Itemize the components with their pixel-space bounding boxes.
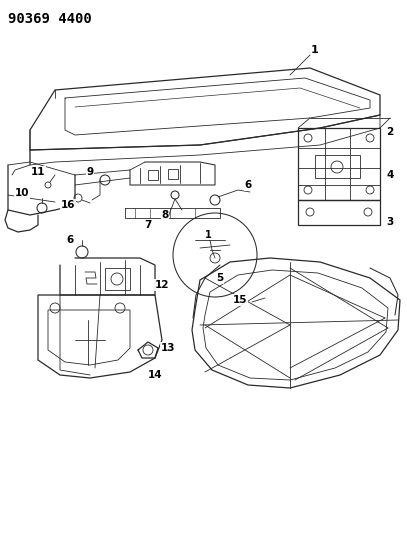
Text: 8: 8: [161, 210, 168, 220]
Text: 1: 1: [311, 45, 319, 55]
Text: 6: 6: [244, 180, 252, 190]
Text: 3: 3: [386, 217, 394, 227]
Text: 90369 4400: 90369 4400: [8, 12, 92, 26]
Text: 4: 4: [386, 170, 394, 180]
Text: 16: 16: [61, 200, 75, 210]
Text: 6: 6: [66, 235, 74, 245]
Text: 14: 14: [148, 370, 162, 380]
Text: 13: 13: [161, 343, 175, 353]
Text: 1: 1: [205, 230, 211, 240]
Text: 5: 5: [217, 273, 223, 283]
Text: 2: 2: [386, 127, 394, 137]
Text: 10: 10: [15, 188, 29, 198]
Text: 12: 12: [155, 280, 169, 290]
Text: 11: 11: [31, 167, 45, 177]
Text: 15: 15: [233, 295, 247, 305]
Text: 7: 7: [144, 220, 152, 230]
Text: 9: 9: [86, 167, 94, 177]
